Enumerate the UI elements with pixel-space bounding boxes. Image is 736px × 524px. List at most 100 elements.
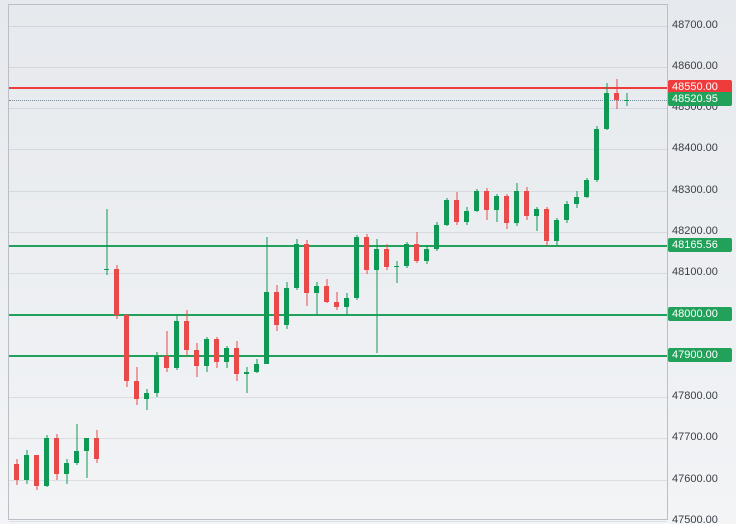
candle[interactable] (123, 5, 130, 521)
candle[interactable] (173, 5, 180, 521)
candle[interactable] (343, 5, 350, 521)
candle[interactable] (543, 5, 550, 521)
candlestick-chart[interactable]: 48700.0048600.0048500.0048400.0048300.00… (0, 0, 736, 524)
candle[interactable] (253, 5, 260, 521)
candle[interactable] (433, 5, 440, 521)
candle-body (404, 244, 409, 265)
candle-body (474, 191, 479, 211)
candle[interactable] (153, 5, 160, 521)
candle[interactable] (443, 5, 450, 521)
candle[interactable] (233, 5, 240, 521)
candle[interactable] (423, 5, 430, 521)
candle[interactable] (113, 5, 120, 521)
candle-body (294, 244, 299, 287)
candle[interactable] (293, 5, 300, 521)
candle-body (434, 225, 439, 249)
candle-body (444, 200, 449, 225)
y-tick-label: 47600.00 (672, 473, 718, 485)
candle[interactable] (63, 5, 70, 521)
y-tick-label: 48200.00 (672, 225, 718, 237)
candle[interactable] (273, 5, 280, 521)
candle-body (484, 191, 489, 210)
candle[interactable] (503, 5, 510, 521)
candle-body (24, 455, 29, 480)
candle-body (54, 438, 59, 473)
candle[interactable] (373, 5, 380, 521)
candle[interactable] (493, 5, 500, 521)
candle[interactable] (73, 5, 80, 521)
candle[interactable] (563, 5, 570, 521)
candle[interactable] (23, 5, 30, 521)
candle[interactable] (483, 5, 490, 521)
candle-body (34, 455, 39, 486)
candle[interactable] (213, 5, 220, 521)
price-level-label: 47900.00 (668, 348, 732, 362)
candle[interactable] (353, 5, 360, 521)
candle[interactable] (143, 5, 150, 521)
candle[interactable] (323, 5, 330, 521)
candle-body (264, 292, 269, 364)
candle[interactable] (613, 5, 620, 521)
candle[interactable] (243, 5, 250, 521)
candle-body (564, 204, 569, 220)
candle[interactable] (303, 5, 310, 521)
candle-body (64, 463, 69, 473)
candle[interactable] (463, 5, 470, 521)
candle[interactable] (363, 5, 370, 521)
candle-body (104, 269, 109, 270)
candle[interactable] (53, 5, 60, 521)
candle[interactable] (473, 5, 480, 521)
candle[interactable] (43, 5, 50, 521)
candle-body (254, 364, 259, 371)
candle-body (274, 292, 279, 325)
candle[interactable] (383, 5, 390, 521)
candle[interactable] (13, 5, 20, 521)
candle[interactable] (333, 5, 340, 521)
candle-body (74, 451, 79, 463)
candle[interactable] (103, 5, 110, 521)
candle-body (114, 269, 119, 314)
candle[interactable] (553, 5, 560, 521)
plot-area[interactable] (8, 4, 668, 520)
candle[interactable] (203, 5, 210, 521)
y-tick-label: 47500.00 (672, 514, 718, 524)
candle-body (364, 237, 369, 270)
candle[interactable] (513, 5, 520, 521)
candle[interactable] (33, 5, 40, 521)
candle[interactable] (133, 5, 140, 521)
candle[interactable] (313, 5, 320, 521)
candle-body (344, 298, 349, 307)
candle-body (424, 249, 429, 261)
candle-body (154, 356, 159, 393)
candle[interactable] (263, 5, 270, 521)
candle[interactable] (593, 5, 600, 521)
candle[interactable] (223, 5, 230, 521)
candle[interactable] (403, 5, 410, 521)
candle-body (184, 321, 189, 350)
candle[interactable] (413, 5, 420, 521)
candle[interactable] (163, 5, 170, 521)
candle-body (214, 339, 219, 362)
candle[interactable] (573, 5, 580, 521)
candle-body (134, 381, 139, 399)
y-tick-label: 48600.00 (672, 60, 718, 72)
candle[interactable] (183, 5, 190, 521)
candle-body (604, 93, 609, 129)
candle[interactable] (453, 5, 460, 521)
candle-body (624, 100, 629, 101)
candle[interactable] (393, 5, 400, 521)
y-tick-label: 47700.00 (672, 431, 718, 443)
candle[interactable] (623, 5, 630, 521)
candle-body (504, 196, 509, 223)
candle[interactable] (193, 5, 200, 521)
candle[interactable] (283, 5, 290, 521)
candle[interactable] (603, 5, 610, 521)
candle[interactable] (93, 5, 100, 521)
candle[interactable] (583, 5, 590, 521)
candle-body (234, 348, 239, 374)
candle[interactable] (523, 5, 530, 521)
candle-body (534, 209, 539, 216)
candle-body (304, 244, 309, 293)
candle[interactable] (83, 5, 90, 521)
candle[interactable] (533, 5, 540, 521)
